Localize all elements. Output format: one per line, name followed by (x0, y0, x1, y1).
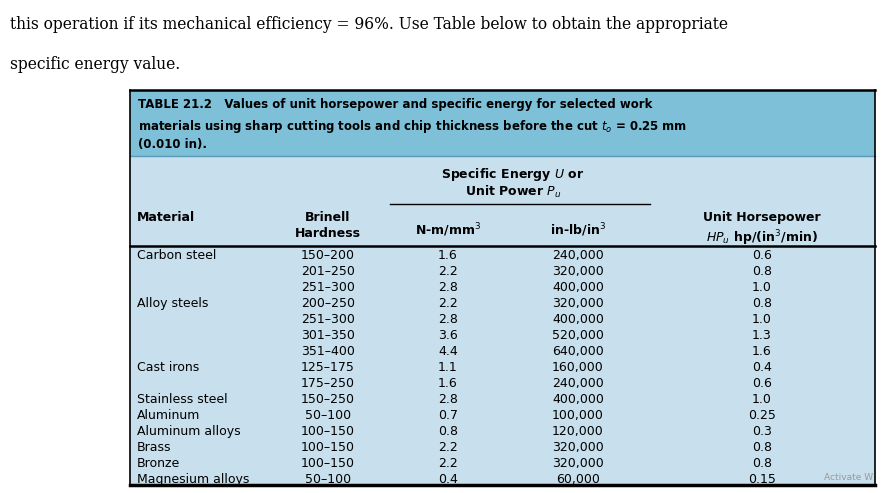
Text: 251–300: 251–300 (301, 282, 355, 294)
Text: 1.6: 1.6 (438, 249, 458, 262)
Text: 160,000: 160,000 (552, 361, 604, 374)
Text: 351–400: 351–400 (301, 345, 355, 358)
Text: 320,000: 320,000 (552, 457, 604, 470)
Bar (130, 90, 875, 156)
Text: 400,000: 400,000 (552, 282, 604, 294)
Text: 0.15: 0.15 (748, 472, 776, 486)
Text: this operation if its mechanical efficiency = 96%. Use Table below to obtain the: this operation if its mechanical efficie… (10, 16, 728, 33)
Text: 125–175: 125–175 (301, 361, 355, 374)
Text: 0.8: 0.8 (438, 425, 458, 438)
Text: 0.3: 0.3 (752, 425, 772, 438)
Text: 100–150: 100–150 (301, 425, 355, 438)
Text: 2.2: 2.2 (438, 297, 458, 310)
Text: 50–100: 50–100 (305, 472, 351, 486)
Text: 0.8: 0.8 (752, 441, 772, 454)
Text: 400,000: 400,000 (552, 393, 604, 406)
Text: 100–150: 100–150 (301, 457, 355, 470)
Text: 150–250: 150–250 (301, 393, 355, 406)
Text: 1.1: 1.1 (438, 361, 458, 374)
Text: 100,000: 100,000 (552, 409, 604, 422)
Text: Brinell
Hardness: Brinell Hardness (295, 211, 361, 240)
Text: 1.0: 1.0 (752, 282, 772, 294)
Text: 0.8: 0.8 (752, 457, 772, 470)
Text: Brass: Brass (137, 441, 171, 454)
Text: specific energy value.: specific energy value. (10, 56, 180, 73)
Text: 0.7: 0.7 (438, 409, 458, 422)
Text: 3.6: 3.6 (438, 329, 458, 342)
Text: 0.8: 0.8 (752, 265, 772, 279)
Text: 0.4: 0.4 (752, 361, 772, 374)
Text: 1.3: 1.3 (752, 329, 772, 342)
Text: N-m/mm$^3$: N-m/mm$^3$ (415, 221, 481, 239)
Text: Magnesium alloys: Magnesium alloys (137, 472, 249, 486)
Text: 240,000: 240,000 (552, 377, 604, 390)
Text: Cast irons: Cast irons (137, 361, 200, 374)
Text: 251–300: 251–300 (301, 313, 355, 326)
Text: 2.2: 2.2 (438, 441, 458, 454)
Text: 240,000: 240,000 (552, 249, 604, 262)
Text: 320,000: 320,000 (552, 297, 604, 310)
Text: in-lb/in$^3$: in-lb/in$^3$ (550, 221, 606, 239)
Text: Carbon steel: Carbon steel (137, 249, 217, 262)
Text: Stainless steel: Stainless steel (137, 393, 227, 406)
Text: 2.2: 2.2 (438, 265, 458, 279)
Text: 0.8: 0.8 (752, 297, 772, 310)
Text: Material: Material (137, 211, 195, 224)
Text: 1.0: 1.0 (752, 313, 772, 326)
Text: 0.6: 0.6 (752, 249, 772, 262)
Text: materials using sharp cutting tools and chip thickness before the cut $t_o$ = 0.: materials using sharp cutting tools and … (138, 118, 687, 135)
Text: 301–350: 301–350 (301, 329, 355, 342)
Text: 120,000: 120,000 (552, 425, 604, 438)
Text: 2.2: 2.2 (438, 457, 458, 470)
Text: 60,000: 60,000 (556, 472, 600, 486)
Text: 0.25: 0.25 (748, 409, 776, 422)
Text: 50–100: 50–100 (305, 409, 351, 422)
Text: 100–150: 100–150 (301, 441, 355, 454)
Text: Alloy steels: Alloy steels (137, 297, 208, 310)
Text: TABLE 21.2   Values of unit horsepower and specific energy for selected work: TABLE 21.2 Values of unit horsepower and… (138, 98, 652, 111)
Text: 1.6: 1.6 (752, 345, 772, 358)
Text: 150–200: 150–200 (301, 249, 355, 262)
Text: 400,000: 400,000 (552, 313, 604, 326)
Text: 2.8: 2.8 (438, 282, 458, 294)
Text: Specific Energy $U$ or: Specific Energy $U$ or (441, 166, 584, 183)
Text: 520,000: 520,000 (552, 329, 604, 342)
Text: 200–250: 200–250 (301, 297, 355, 310)
Text: 4.4: 4.4 (438, 345, 458, 358)
Text: Activate W: Activate W (824, 473, 873, 482)
Text: 2.8: 2.8 (438, 393, 458, 406)
Text: 0.4: 0.4 (438, 472, 458, 486)
Text: 640,000: 640,000 (552, 345, 604, 358)
Text: Bronze: Bronze (137, 457, 180, 470)
Text: 320,000: 320,000 (552, 265, 604, 279)
Text: 1.6: 1.6 (438, 377, 458, 390)
Text: 1.0: 1.0 (752, 393, 772, 406)
Text: 0.6: 0.6 (752, 377, 772, 390)
Text: 2.8: 2.8 (438, 313, 458, 326)
Text: Aluminum alloys: Aluminum alloys (137, 425, 241, 438)
Text: Unit Power $P_u$: Unit Power $P_u$ (465, 184, 561, 200)
Text: 175–250: 175–250 (301, 377, 355, 390)
Text: 320,000: 320,000 (552, 441, 604, 454)
Text: Unit Horsepower
$HP_u$ hp/(in$^3$/min): Unit Horsepower $HP_u$ hp/(in$^3$/min) (703, 211, 821, 248)
Text: Aluminum: Aluminum (137, 409, 200, 422)
Bar (130, 156, 875, 485)
Text: 201–250: 201–250 (301, 265, 355, 279)
Text: (0.010 in).: (0.010 in). (138, 138, 207, 151)
